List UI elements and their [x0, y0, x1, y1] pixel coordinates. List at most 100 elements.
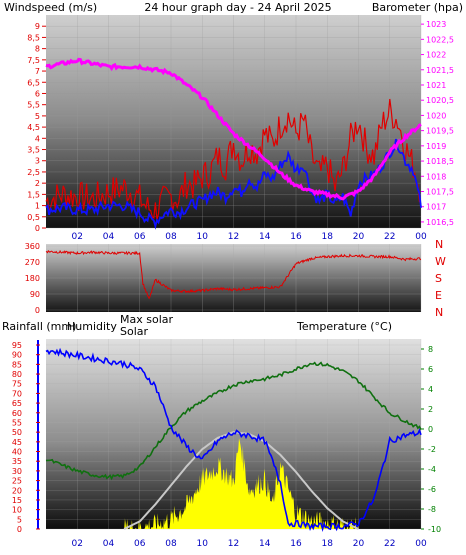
x-tick-label: 02 [72, 232, 83, 242]
direction-tick-label: 270 [25, 258, 40, 267]
x-tick-label: 08 [165, 232, 177, 242]
wind-direction-series [45, 249, 422, 300]
solar-label: Solar [120, 325, 149, 338]
x-tick-label: 18 [322, 539, 334, 549]
x-tick-label: 10 [197, 539, 209, 549]
rainfall-tick-label: 5 [17, 515, 22, 524]
x-tick-label: 14 [259, 539, 271, 549]
max-solar-line [123, 431, 359, 530]
x-tick-label: 00 [415, 539, 427, 549]
windspeed-tick-label: 1 [35, 202, 40, 211]
direction-tick-label: 360 [25, 242, 40, 251]
temperature-axis-title: Temperature (°C) [296, 320, 392, 333]
compass-label: E [435, 289, 442, 302]
compass-label: N [435, 306, 443, 319]
windspeed-tick-label: 5 [35, 112, 40, 121]
windspeed-tick-label: 6,5 [27, 78, 40, 87]
rainfall-tick-label: 15 [12, 496, 22, 505]
temperature-tick-label: -10 [428, 525, 441, 534]
temperature-tick-label: -8 [428, 505, 436, 514]
temperature-tick-label: -6 [428, 485, 436, 494]
humidity-axis-title: Humidity [67, 320, 117, 333]
rainfall-tick-label: 50 [12, 428, 22, 437]
temperature-tick-label: -2 [428, 445, 436, 454]
windspeed-y-axis: 0 0,5 1 1,5 2 2,5 3 3,5 4 4,5 5 5,5 6 6,5 7 7,5 8 8,5 9 [27, 22, 46, 233]
barometer-tick-label: 1022 [426, 51, 446, 60]
temperature-tick-label: 8 [428, 345, 433, 354]
rainfall-axis-title: Rainfall (mm) [2, 320, 76, 333]
rainfall-tick-label: 45 [12, 438, 22, 447]
windspeed-tick-label: 6 [35, 89, 40, 98]
barometer-tick-label: 1017,5 [426, 187, 454, 196]
rainfall-tick-label: 95 [12, 341, 22, 350]
rainfall-tick-label: 30 [12, 467, 22, 476]
windspeed-tick-label: 3,5 [27, 146, 40, 155]
humidity-temperature-grid [46, 339, 422, 530]
windspeed-tick-label: 4 [35, 134, 40, 143]
windspeed-tick-label: 8,5 [27, 33, 40, 42]
x-tick-label: 06 [134, 232, 146, 242]
x-tick-label: 12 [228, 232, 239, 242]
windspeed-tick-label: 2 [35, 179, 40, 188]
x-tick-label: 18 [322, 232, 334, 242]
humidity-temperature-series [45, 347, 422, 532]
x-tick-label: 06 [134, 539, 146, 549]
wind-pressure-x-axis: 02 04 06 08 10 12 14 16 18 20 22 00 [72, 232, 427, 242]
temperature-tick-label: 0 [428, 425, 433, 434]
rainfall-tick-label: 80 [12, 370, 22, 379]
graph-title: 24 hour graph day - 24 April 2025 [144, 1, 331, 14]
rainfall-tick-label: 20 [12, 486, 22, 495]
direction-tick-label: 180 [25, 274, 40, 283]
temperature-line [45, 361, 422, 481]
x-tick-label: 22 [384, 539, 395, 549]
x-tick-label: 14 [259, 232, 271, 242]
temperature-tick-label: -4 [428, 465, 436, 474]
x-tick-label: 16 [290, 232, 302, 242]
windspeed-tick-label: 0 [35, 224, 40, 233]
wind-direction-y-axis: 0 90 180 270 360 [25, 242, 40, 315]
barometer-tick-label: 1018 [426, 172, 446, 181]
x-tick-label: 08 [165, 539, 177, 549]
windspeed-tick-label: 8 [35, 45, 40, 54]
barometer-tick-label: 1021 [426, 81, 446, 90]
barometer-axis-title: Barometer (hpa) [372, 1, 463, 14]
rainfall-tick-label: 35 [12, 457, 22, 466]
rainfall-tick-label: 75 [12, 380, 22, 389]
windspeed-tick-label: 5,5 [27, 101, 40, 110]
temperature-tick-label: 4 [428, 385, 433, 394]
windspeed-tick-label: 1,5 [27, 190, 40, 199]
barometer-y-axis: 1016,5 1017 1017,5 1018 1018,5 1019 1019,5 1020… [421, 20, 454, 227]
rainfall-tick-label: 90 [12, 351, 22, 360]
barometer-tick-label: 1016,5 [426, 218, 454, 227]
rainfall-tick-label: 0 [17, 525, 22, 534]
temperature-tick-label: 2 [428, 405, 433, 414]
rainfall-tick-label: 85 [12, 360, 22, 369]
barometer-tick-label: 1020,5 [426, 96, 454, 105]
windspeed-tick-label: 9 [35, 22, 40, 31]
temperature-y-axis: -10 -8 -6 -4 -2 0 2 4 6 8 [421, 345, 441, 534]
wind-direction-grid [46, 244, 422, 312]
solar-area [124, 438, 359, 529]
windspeed-avg-line [45, 138, 422, 230]
direction-tick-label: 90 [30, 290, 40, 299]
rainfall-tick-label: 65 [12, 399, 22, 408]
compass-label: W [435, 255, 446, 268]
direction-tick-label: 0 [35, 306, 40, 315]
x-tick-label: 00 [415, 232, 427, 242]
windspeed-tick-label: 2,5 [27, 168, 40, 177]
x-tick-label: 04 [103, 539, 115, 549]
barometer-line [45, 57, 422, 201]
rainfall-tick-label: 25 [12, 477, 22, 486]
barometer-tick-label: 1020 [426, 111, 446, 120]
rainfall-tick-label: 60 [12, 409, 22, 418]
barometer-tick-label: 1022,5 [426, 35, 454, 44]
barometer-tick-label: 1017 [426, 203, 446, 212]
windspeed-tick-label: 0,5 [27, 213, 40, 222]
windspeed-axis-title: Windspeed (m/s) [4, 1, 97, 14]
barometer-tick-label: 1023 [426, 20, 446, 29]
windspeed-max-line [45, 98, 422, 220]
x-tick-label: 20 [353, 539, 365, 549]
